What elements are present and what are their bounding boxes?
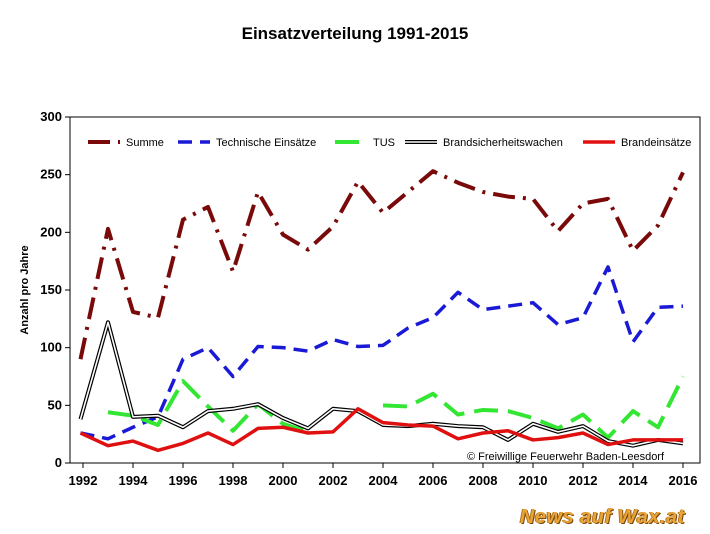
y-tick-label: 50 (48, 397, 62, 412)
series-layer (78, 169, 685, 453)
x-tick-label: 2010 (519, 473, 548, 488)
y-tick-label: 150 (40, 282, 62, 297)
series-summe (78, 169, 685, 360)
plot-area (69, 116, 701, 464)
axes-layer: 0 50 100 150 200 250 300 1992 1994 1996 1998 2000 20… (40, 109, 697, 488)
copyright-annotation: © Freiwillige Feuerwehr Baden-Leesdorf (467, 451, 665, 463)
y-tick-label: 100 (40, 340, 62, 355)
x-tick-label: 2006 (419, 473, 448, 488)
y-tick-label: 300 (40, 109, 62, 124)
x-tick-label: 1996 (169, 473, 198, 488)
legend-label: Technische Einsätze (216, 137, 316, 149)
series-tus (107, 375, 685, 440)
legend-label: Brandsicherheitswachen (443, 137, 563, 149)
series-line (382, 375, 685, 440)
x-tick-label: 2014 (619, 473, 649, 488)
series-technische-eins-tze (80, 265, 684, 441)
watermark-logo: News auf Wax.at (520, 506, 685, 528)
series-line (80, 265, 684, 441)
y-tick-label: 0 (55, 455, 62, 470)
y-tick-label: 250 (40, 167, 62, 182)
legend-label: Brandeinsätze (621, 137, 691, 149)
x-tick-label: 1994 (119, 473, 149, 488)
chart-title: Einsatzverteilung 1991-2015 (242, 24, 469, 43)
x-tick-label: 2012 (569, 473, 598, 488)
series-brandsicherheitswachen (78, 320, 684, 448)
x-tick-label: 2016 (669, 473, 698, 488)
y-axis-label: Anzahl pro Jahre (19, 245, 31, 334)
x-tick-label: 2008 (469, 473, 498, 488)
x-tick-label: 2004 (369, 473, 399, 488)
x-tick-label: 1998 (219, 473, 248, 488)
x-tick-label: 2002 (319, 473, 348, 488)
legend-label: TUS (373, 137, 395, 149)
series-brandeins-tze (79, 407, 684, 453)
series-line (78, 169, 685, 360)
legend-label: Summe (126, 137, 164, 149)
x-tick-label: 1992 (69, 473, 98, 488)
legend: Summe Technische Einsätze TUS Brandsicherhe… (88, 137, 691, 149)
x-tick-label: 2000 (269, 473, 298, 488)
y-tick-label: 200 (40, 224, 62, 239)
